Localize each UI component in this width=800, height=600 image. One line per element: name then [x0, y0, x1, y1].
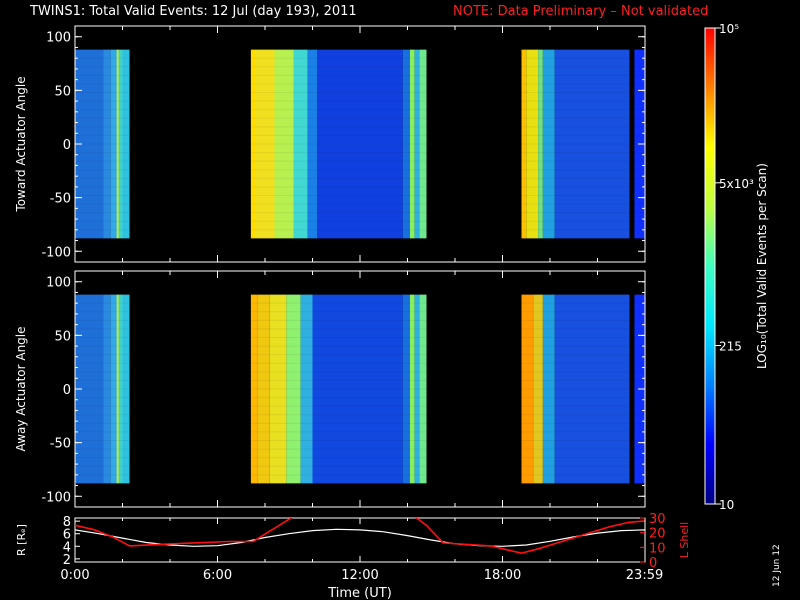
- heatmap-band: [116, 49, 119, 239]
- heatmap-band: [317, 49, 403, 239]
- preliminary-note: NOTE: Data Preliminary – Not validated: [453, 4, 709, 19]
- colorbar-tick-label: 10⁵: [719, 22, 739, 36]
- y-tick-label: -50: [50, 192, 71, 207]
- orbit-frame: [74, 517, 646, 563]
- data-gap: [129, 293, 251, 485]
- heatmap-band: [116, 294, 119, 484]
- y-tick-label: 100: [46, 276, 71, 291]
- y-tick-label: 8: [63, 515, 71, 530]
- x-tick-label: 0:00: [60, 568, 89, 583]
- colorbar-tick-label: 10: [719, 498, 734, 512]
- heatmap-band: [542, 49, 555, 239]
- y-tick-label: -100: [41, 245, 71, 260]
- heatmap-band: [409, 294, 415, 484]
- y-tick-label: 50: [54, 329, 71, 344]
- heatmap-band: [419, 49, 427, 239]
- x-tick-label: 18:00: [484, 568, 521, 583]
- toward-panel: 100 50 0 -50 -100 Toward Actuator Angle: [14, 25, 646, 263]
- x-tick-label: 23:59: [626, 568, 663, 583]
- heatmap-band: [533, 294, 543, 484]
- heatmap-band: [255, 49, 275, 239]
- heatmap-band: [118, 49, 123, 239]
- y-tick-label: 4: [63, 540, 71, 555]
- x-axis-label: Time (UT): [327, 586, 392, 600]
- y2-tick-label: 20: [649, 527, 666, 542]
- colorbar-tick-label: 215: [719, 339, 742, 353]
- y-tick-label: 50: [54, 84, 71, 99]
- heatmap-band: [250, 49, 256, 239]
- away-panel: 100 50 0 -50 -100 Away Actuator Angle: [14, 270, 646, 508]
- y2-tick-label: 0: [649, 556, 657, 571]
- heatmap-band: [419, 294, 427, 484]
- data-gap: [426, 293, 522, 485]
- y-tick-label: -100: [41, 490, 71, 505]
- data-gap: [629, 48, 635, 240]
- heatmap-band: [103, 49, 111, 239]
- y2-tick-label: 30: [649, 512, 666, 527]
- heatmap-band: [409, 49, 415, 239]
- colorbar-tick-label: 5x10³: [719, 177, 754, 191]
- data-gap: [629, 293, 635, 485]
- x-tick-label: 6:00: [203, 568, 232, 583]
- heatmap-band: [257, 294, 270, 484]
- heatmap-band: [402, 294, 410, 484]
- heatmap-band: [538, 49, 543, 239]
- heatmap-band: [110, 49, 117, 239]
- heatmap-band: [269, 294, 287, 484]
- y-tick-label: 100: [46, 31, 71, 46]
- heatmap-band: [122, 294, 130, 484]
- y2-axis-label: L Shell: [678, 522, 691, 558]
- heatmap-band: [414, 49, 420, 239]
- heatmap-band: [300, 294, 313, 484]
- heatmap-band: [274, 49, 294, 239]
- y-tick-label: 0: [63, 138, 71, 153]
- heatmap-band: [122, 49, 130, 239]
- heatmap-band: [312, 294, 403, 484]
- heatmap-band: [521, 49, 527, 239]
- y-tick-label: 6: [63, 528, 71, 543]
- heatmap-band: [307, 49, 318, 239]
- colorbar-label: LOG₁₀(Total Valid Events per Scan): [755, 163, 769, 369]
- y-axis-label: Toward Actuator Angle: [14, 76, 28, 212]
- heatmap-band: [286, 294, 301, 484]
- heatmap-band: [542, 294, 555, 484]
- heatmap-band: [103, 294, 111, 484]
- y2-tick-label: 10: [649, 541, 666, 556]
- x-tick-label: 12:00: [341, 568, 378, 583]
- l-shell-line: [75, 518, 645, 555]
- y-tick-label: 2: [63, 553, 71, 568]
- data-gap: [426, 48, 522, 240]
- data-gap: [129, 48, 251, 240]
- y-axis-label: Away Actuator Angle: [14, 326, 28, 451]
- chart-title: TWINS1: Total Valid Events: 12 Jul (day …: [30, 4, 357, 19]
- radius-line: [75, 528, 645, 547]
- heatmap-band: [521, 294, 534, 484]
- heatmap-band: [250, 294, 258, 484]
- heatmap-band: [526, 49, 539, 239]
- y-axis-label: R [Rₑ]: [15, 524, 28, 556]
- colorbar: 10⁵ 5x10³ 215 10 LOG₁₀(Total Valid Events pe…: [704, 22, 769, 512]
- colorbar-scale: [704, 27, 716, 505]
- heatmap-band: [110, 294, 117, 484]
- heatmap-band: [118, 294, 123, 484]
- heatmap-band: [402, 49, 410, 239]
- y-tick-label: 0: [63, 383, 71, 398]
- heatmap-band: [554, 49, 630, 239]
- heatmap-band: [414, 294, 420, 484]
- heatmap-band: [554, 294, 630, 484]
- y-tick-label: -50: [50, 437, 71, 452]
- heatmap-band: [293, 49, 308, 239]
